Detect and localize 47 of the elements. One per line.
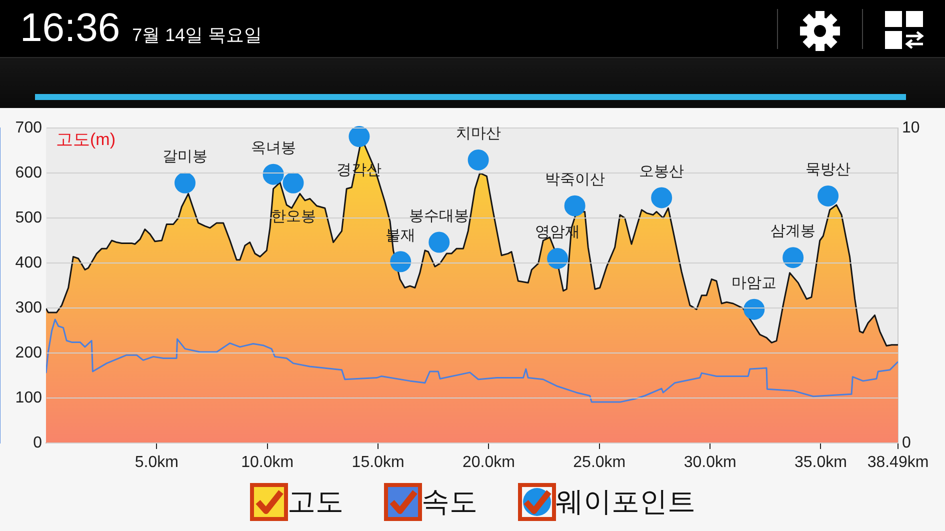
x-tick-label: 5.0km <box>134 454 178 472</box>
annotation: 치마산 <box>456 125 501 142</box>
legend-label: 고도 <box>288 485 344 519</box>
x-tick-label: 30.0km <box>684 454 736 472</box>
annotation: 박죽이산 <box>544 170 605 188</box>
x-tick-label: 35.0km <box>794 454 847 472</box>
point <box>564 195 586 216</box>
point <box>174 172 196 194</box>
legend-label: 웨이포인트 <box>556 485 696 519</box>
point <box>744 298 765 320</box>
point <box>818 185 839 206</box>
y-axis-title: 고도(m) <box>56 130 116 150</box>
point <box>282 172 304 194</box>
point <box>428 232 450 253</box>
y2-tick-label: 10 <box>902 119 920 136</box>
y-tick-label: 200 <box>15 344 42 362</box>
x-tick-label: 38.49km <box>867 454 929 472</box>
y-tick-label: 500 <box>15 209 42 226</box>
text: 7월 14일 목요일 <box>132 24 262 47</box>
y2-tick-label: 0 <box>902 434 911 452</box>
point <box>390 251 412 272</box>
legend-label: 속도 <box>422 485 478 519</box>
annotation: 삼계봉 <box>770 222 816 240</box>
y-tick-label: 300 <box>15 299 42 316</box>
point <box>547 248 568 269</box>
point <box>262 164 284 185</box>
point <box>348 126 370 148</box>
point <box>782 247 804 268</box>
y-tick-label: 400 <box>15 254 42 272</box>
y-tick-label: 700 <box>15 119 42 136</box>
annotation: 묵방산 <box>806 161 851 178</box>
x-tick-label: 15.0km <box>352 454 404 472</box>
point <box>468 149 489 170</box>
y-tick-label: 100 <box>15 389 42 406</box>
x-tick-label: 20.0km <box>462 454 515 472</box>
x-tick-label: 10.0km <box>241 454 294 472</box>
x-tick-label: 25.0km <box>573 454 626 472</box>
annotation: 오봉산 <box>639 162 684 180</box>
point <box>651 187 672 208</box>
annotation: 봉수대봉 <box>409 207 470 224</box>
y-tick-label: 600 <box>15 164 42 182</box>
annotation: 경각산 <box>336 162 382 179</box>
annotation: 옥녀봉 <box>250 139 296 156</box>
y-tick-label: 0 <box>33 434 42 452</box>
text: 16:36 <box>20 5 120 52</box>
annotation: 마암교 <box>732 274 777 292</box>
annotation: 갈미봉 <box>162 148 208 166</box>
